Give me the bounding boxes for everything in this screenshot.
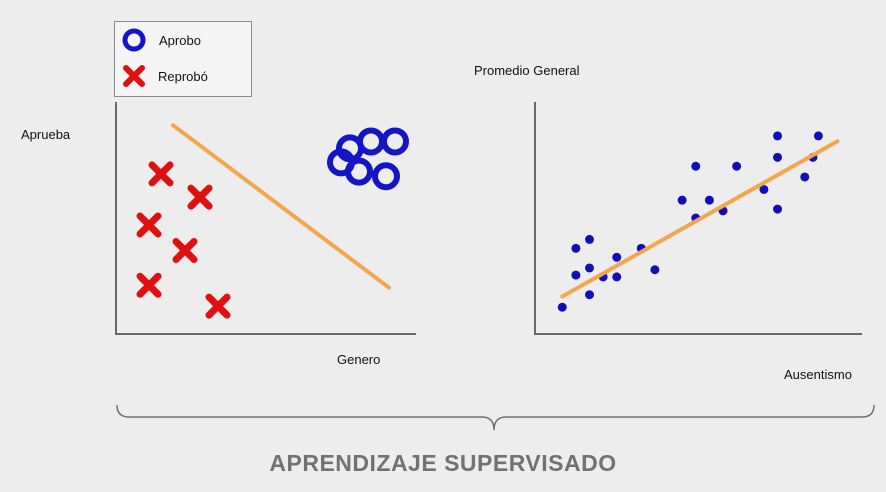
left-chart-x-label: Genero [337,352,381,367]
decision-boundary-line [171,123,391,290]
pass-point [372,162,400,191]
data-point [704,195,714,205]
red-x-icon [123,65,145,87]
data-point [557,302,567,312]
right-chart-y-label: Promedio General [474,63,580,78]
fail-point [172,237,198,263]
left-chart-axes [115,102,416,335]
fail-point [187,184,213,210]
data-point [612,252,622,262]
data-point [773,152,783,162]
data-point [813,131,823,141]
right-chart-x-label: Ausentismo [784,367,852,382]
bracket [116,404,875,431]
left-chart-y-label: Aprueba [21,127,71,142]
right-chart [534,102,862,335]
legend-item-fail: Reprobó [120,62,208,90]
legend: Aprobo Reprobó [114,21,252,97]
data-point [585,234,594,244]
data-point [691,161,701,171]
data-point [677,195,687,205]
data-point [571,270,581,280]
fail-point [205,293,231,319]
data-point [773,204,783,214]
data-point [585,263,594,273]
data-point [612,272,622,282]
data-point [759,184,769,194]
data-point [585,290,594,300]
left-chart [115,102,416,335]
fail-point [136,272,162,298]
pass-point [345,157,373,186]
regression-line [560,139,840,299]
legend-pass-label: Aprobo [159,32,201,48]
pass-point [357,127,385,156]
data-point [800,172,810,182]
legend-fail-label: Reprobó [158,68,208,84]
blue-ring-icon [122,28,146,52]
pass-point [381,127,409,156]
data-point [732,161,742,171]
legend-item-pass: Aprobo [120,26,201,54]
right-chart-axes [534,102,862,335]
page-title: APRENDIZAJE SUPERVISADO [269,450,617,476]
data-point [773,131,783,141]
fail-point [148,161,174,187]
fail-point [136,212,162,238]
data-point [650,265,660,275]
data-point [571,243,581,253]
